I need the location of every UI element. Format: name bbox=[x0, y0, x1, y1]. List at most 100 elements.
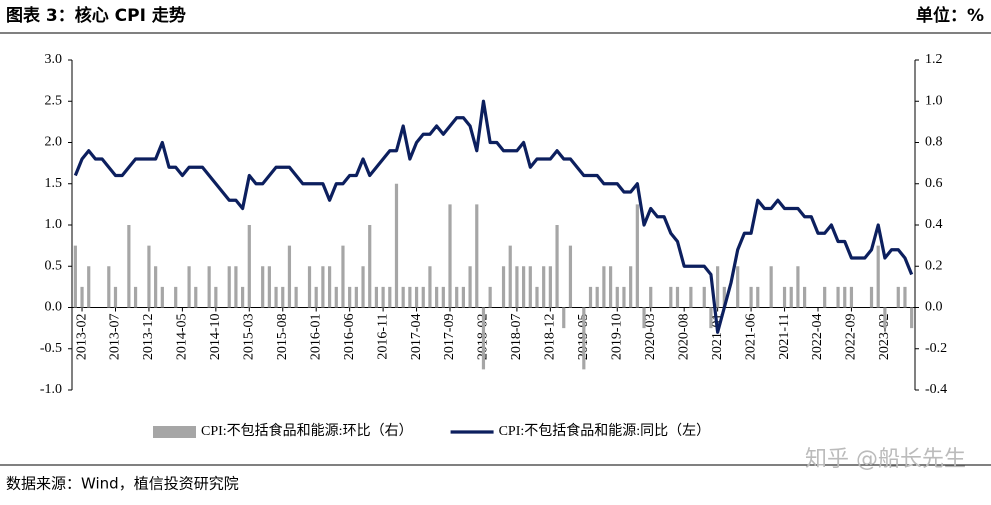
bar bbox=[843, 286, 847, 308]
bar bbox=[702, 286, 706, 308]
x-tick-label: 2018-12 bbox=[543, 314, 558, 361]
bar bbox=[348, 286, 352, 308]
legend-swatch bbox=[153, 426, 196, 438]
bar bbox=[749, 286, 753, 308]
bar bbox=[548, 266, 552, 308]
x-tick-label: 2021-11 bbox=[777, 314, 792, 360]
bar bbox=[461, 286, 465, 308]
bar bbox=[80, 286, 84, 308]
bar bbox=[154, 266, 158, 308]
bar bbox=[374, 286, 379, 308]
bar bbox=[133, 286, 138, 308]
bar bbox=[87, 266, 91, 308]
bar bbox=[401, 286, 405, 308]
bar bbox=[709, 307, 713, 329]
x-tick-label: 2020-08 bbox=[676, 314, 691, 361]
bar bbox=[769, 266, 773, 308]
x-tick-label: 2017-09 bbox=[442, 314, 457, 361]
x-tick-label: 2021-06 bbox=[743, 314, 758, 361]
bar bbox=[756, 286, 760, 308]
bar bbox=[381, 286, 385, 308]
x-tick-label: 2016-11 bbox=[375, 314, 390, 360]
bar bbox=[555, 225, 559, 308]
x-tick-label: 2016-06 bbox=[342, 314, 357, 361]
x-tick-label: 2023-02 bbox=[877, 314, 892, 361]
y2-tick-label: 0.0 bbox=[925, 300, 943, 315]
bar bbox=[294, 286, 298, 308]
bar bbox=[394, 183, 399, 308]
bar bbox=[608, 266, 613, 308]
bar bbox=[227, 266, 231, 308]
bar bbox=[274, 286, 278, 308]
bar bbox=[568, 245, 573, 308]
bar bbox=[582, 307, 586, 370]
y-tick-label: 3.0 bbox=[45, 52, 63, 67]
chart-title: 图表 3：核心 CPI 走势 bbox=[6, 5, 186, 26]
bar bbox=[481, 307, 486, 370]
bar bbox=[528, 266, 532, 308]
legend: CPI:不包括食品和能源:环比（右） CPI:不包括食品和能源:同比（左） bbox=[153, 422, 710, 439]
source-note: 数据来源：Wind，植信投资研究院 bbox=[6, 475, 239, 493]
bar bbox=[334, 286, 338, 308]
bar bbox=[789, 286, 793, 308]
bar bbox=[408, 286, 412, 308]
y2-tick-label: 0.8 bbox=[925, 135, 943, 150]
bar bbox=[522, 266, 526, 308]
bar bbox=[247, 225, 251, 308]
bar bbox=[675, 286, 680, 308]
bar bbox=[354, 286, 358, 308]
y2-tick-label: 1.0 bbox=[925, 93, 943, 108]
legend-label: CPI:不包括食品和能源:环比（右） bbox=[201, 422, 413, 439]
bar bbox=[327, 266, 332, 308]
line bbox=[73, 99, 914, 334]
y2-tick-label: 0.6 bbox=[925, 176, 943, 191]
x-tick-label: 2018-07 bbox=[509, 314, 524, 361]
y-tick-label: 0.5 bbox=[45, 258, 63, 273]
bar bbox=[160, 286, 164, 308]
y-tick-label: 2.5 bbox=[45, 93, 63, 108]
y-tick-label: -1.0 bbox=[40, 382, 62, 397]
bar bbox=[73, 245, 77, 308]
x-tick-label: 2015-08 bbox=[275, 314, 290, 361]
bar bbox=[782, 286, 787, 308]
bar bbox=[361, 266, 365, 308]
x-tick-label: 2014-05 bbox=[175, 314, 190, 361]
bar bbox=[448, 204, 452, 308]
x-tick-label: 2017-04 bbox=[409, 314, 424, 361]
bar bbox=[903, 286, 907, 308]
bar bbox=[501, 266, 506, 308]
x-tick-label: 2013-02 bbox=[74, 314, 89, 361]
y2-tick-label: -0.4 bbox=[925, 382, 947, 397]
bar bbox=[869, 286, 874, 308]
bar bbox=[314, 286, 318, 308]
bar bbox=[475, 204, 479, 308]
bar bbox=[722, 286, 726, 308]
bar bbox=[823, 286, 827, 308]
bar bbox=[267, 266, 271, 308]
bar bbox=[234, 266, 238, 308]
bar bbox=[669, 286, 673, 308]
bar bbox=[562, 307, 566, 329]
bar bbox=[321, 266, 325, 308]
y-tick-label: 0.0 bbox=[45, 300, 63, 315]
y2-tick-label: -0.2 bbox=[925, 341, 947, 356]
y-tick-label: 2.0 bbox=[45, 135, 63, 150]
bar bbox=[414, 286, 419, 308]
bar bbox=[287, 245, 292, 308]
bar bbox=[488, 286, 492, 308]
bar bbox=[803, 286, 807, 308]
watermark: 知乎 @船长先生 bbox=[805, 447, 966, 472]
bar bbox=[281, 286, 285, 308]
bar bbox=[629, 266, 633, 308]
legend-label: CPI:不包括食品和能源:同比（左） bbox=[499, 422, 711, 439]
unit-label: 单位：% bbox=[916, 5, 984, 26]
bar bbox=[421, 286, 425, 308]
bar bbox=[515, 266, 519, 308]
bar bbox=[194, 286, 198, 308]
x-tick-label: 2015-03 bbox=[242, 314, 257, 361]
bar bbox=[689, 286, 693, 308]
bar bbox=[588, 286, 593, 308]
bar bbox=[542, 266, 546, 308]
